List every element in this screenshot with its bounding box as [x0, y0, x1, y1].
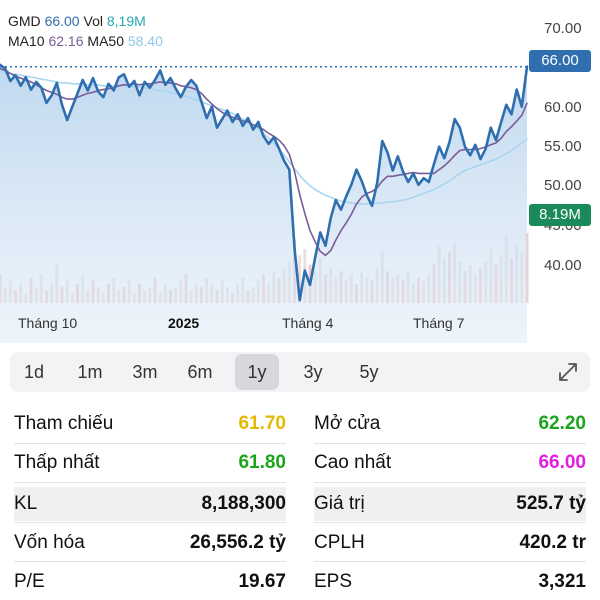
stat-value: 420.2 tr: [519, 532, 586, 553]
stat-label: EPS: [314, 571, 353, 592]
volume-bar: [298, 255, 302, 303]
range-3m-button[interactable]: 3m: [132, 362, 158, 382]
legend-ticker: GMD: [8, 13, 41, 29]
legend-ma50-label: MA50: [87, 33, 124, 49]
range-1m-button[interactable]: 1m: [77, 362, 103, 382]
divider: [314, 443, 586, 444]
legend-vol-value: 8,19M: [106, 13, 146, 29]
chart-legend-row-2: MA10 62.16 MA50 58.40: [8, 32, 163, 50]
stat-value: 3,321: [538, 571, 586, 592]
stat-shares-outstanding: CPLH 420.2 tr: [314, 526, 586, 560]
range-5y-button[interactable]: 5y: [359, 362, 379, 382]
legend-ma10-label: MA10: [8, 33, 45, 49]
stat-label: Tham chiếu: [14, 413, 114, 434]
divider: [314, 522, 586, 523]
current-volume-tag: 8.19M: [529, 204, 591, 226]
y-tick-label: 40.00: [544, 257, 582, 274]
price-chart[interactable]: GMD 66.00 Vol 8,19M MA10 62.16 MA50 58.4…: [0, 0, 600, 345]
stat-value: 61.70: [238, 413, 286, 434]
stat-market-cap: Vốn hóa 26,556.2 tỷ: [14, 526, 286, 560]
y-tick-label: 60.00: [544, 99, 582, 116]
stat-value: 525.7 tỷ: [516, 493, 586, 514]
legend-ma10-value: 62.16: [48, 33, 84, 49]
stat-label: Giá trị: [314, 493, 365, 514]
stat-label: P/E: [14, 571, 45, 592]
legend-ma50-value: 58.40: [127, 33, 163, 49]
legend-vol-label: Vol: [83, 13, 103, 29]
divider: [14, 522, 286, 523]
ma10-series-line: [0, 67, 528, 257]
stat-reference: Tham chiếu 61.70: [14, 407, 286, 441]
divider: [314, 482, 586, 483]
y-tick-label: 50.00: [544, 177, 582, 194]
stat-label: Thấp nhất: [14, 452, 100, 473]
stat-low: Thấp nhất 61.80: [14, 446, 286, 480]
x-tick-label: Tháng 10: [18, 315, 78, 331]
divider: [14, 443, 286, 444]
divider: [314, 561, 586, 562]
y-tick-label: 70.00: [544, 20, 582, 37]
range-1d-button[interactable]: 1d: [23, 362, 45, 382]
stat-value: 61.80: [238, 452, 286, 473]
stat-volume: KL 8,188,300: [14, 487, 286, 521]
x-tick-label: 2025: [168, 315, 200, 331]
stat-label: Vốn hóa: [14, 532, 85, 553]
range-6m-button[interactable]: 6m: [187, 362, 213, 382]
legend-price: 66.00: [44, 13, 80, 29]
stat-value: 26,556.2 tỷ: [189, 532, 286, 553]
divider: [14, 561, 286, 562]
range-1y-button[interactable]: 1y: [235, 354, 279, 390]
chart-canvas: [0, 63, 529, 344]
expand-icon[interactable]: [556, 360, 580, 384]
x-tick-label: Tháng 4: [282, 315, 334, 331]
stat-value: 66.00: [538, 452, 586, 473]
x-tick-label: Tháng 7: [413, 315, 465, 331]
current-price-tag: 66.00: [529, 50, 591, 72]
divider: [14, 482, 286, 483]
time-range-selector: 1d 1m 3m 6m 1y 3y 5y: [10, 352, 590, 392]
stat-open: Mở cửa 62.20: [314, 407, 586, 441]
stat-trade-value: Giá trị 525.7 tỷ: [314, 487, 586, 521]
stat-value: 62.20: [538, 413, 586, 434]
stat-pe: P/E 19.67: [14, 565, 286, 599]
stat-high: Cao nhất 66.00: [314, 446, 586, 480]
chart-legend-row-1: GMD 66.00 Vol 8,19M: [8, 12, 146, 30]
stat-value: 19.67: [238, 571, 286, 592]
stat-label: KL: [14, 493, 38, 514]
price-series-line: [0, 63, 529, 302]
range-3y-button[interactable]: 3y: [303, 362, 323, 382]
stat-label: Cao nhất: [314, 452, 392, 473]
stat-value: 8,188,300: [201, 493, 286, 514]
stat-eps: EPS 3,321: [314, 565, 586, 599]
price-area-fill: [0, 64, 527, 344]
stat-label: CPLH: [314, 532, 365, 553]
stat-label: Mở cửa: [314, 413, 381, 434]
y-tick-label: 55.00: [544, 138, 582, 155]
